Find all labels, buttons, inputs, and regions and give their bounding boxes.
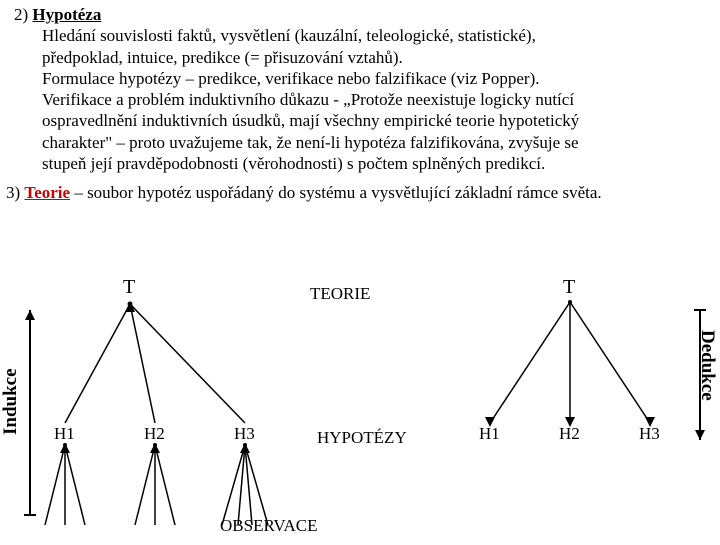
indukce-label: Indukce	[0, 368, 22, 435]
h2-right: H2	[559, 424, 580, 444]
line: předpoklad, intuice, predikce (= přisuzo…	[42, 47, 706, 68]
h3-right: H3	[639, 424, 660, 444]
section-2-body: Hledání souvislosti faktů, vysvětlení (k…	[42, 25, 706, 174]
line: Formulace hypotézy – predikce, verifikac…	[42, 68, 706, 89]
t-right-label: T	[563, 276, 575, 299]
section-2-block: 2) Hypotéza Hledání souvislosti faktů, v…	[0, 0, 720, 174]
section-3-title: Teorie	[24, 183, 70, 202]
dedukce-label: Dedukce	[696, 330, 718, 401]
section-2-num: 2)	[14, 5, 32, 24]
h2-left: H2	[144, 424, 165, 444]
line: Verifikace a problém induktivního důkazu…	[42, 89, 706, 110]
h1-right: H1	[479, 424, 500, 444]
section-3-num: 3)	[6, 183, 24, 202]
line: Hledání souvislosti faktů, vysvětlení (k…	[42, 25, 706, 46]
observace-label: OBSERVACE	[220, 516, 318, 536]
section-3-rest: – soubor hypotéz uspořádaný do systému a…	[70, 183, 602, 202]
diagram-svg	[0, 270, 720, 540]
teorie-label: TEORIE	[310, 284, 370, 304]
line: ospravedlnění induktivních úsudků, mají …	[42, 110, 706, 131]
h3-left: H3	[234, 424, 255, 444]
line: stupeň její pravděpodobnosti (věrohodnos…	[42, 153, 706, 174]
hypotezy-label: HYPOTÉZY	[317, 428, 407, 448]
tree-diagram: T T TEORIE HYPOTÉZY OBSERVACE H1 H2 H3 H…	[0, 270, 720, 540]
section-2-title: Hypotéza	[32, 5, 101, 24]
line: charakter" – proto uvažujeme tak, že nen…	[42, 132, 706, 153]
t-left-label: T	[123, 276, 135, 299]
section-3-block: 3) Teorie – soubor hypotéz uspořádaný do…	[0, 174, 720, 203]
h1-left: H1	[54, 424, 75, 444]
